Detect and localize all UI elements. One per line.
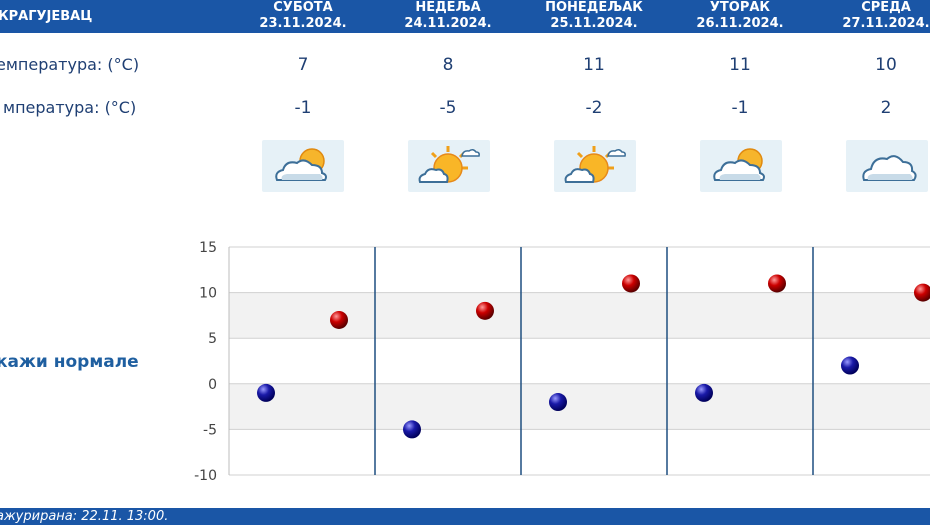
- footer-bar: ажурирана: 22.11. 13:00.: [0, 508, 930, 525]
- grid-band: [229, 383, 930, 430]
- day-name: СУБОТА: [273, 0, 333, 15]
- min-temp-point: [257, 383, 275, 402]
- max-temp-value: 7: [297, 55, 309, 75]
- grid-band: [229, 338, 930, 384]
- header-bar: КРАГУЈЕВАЦ СУБОТА 23.11.2024. НЕДЕЉА 24.…: [0, 0, 930, 33]
- day-date: 25.11.2024.: [550, 16, 638, 31]
- max-temp-label: емпература: (°C): [0, 55, 140, 74]
- day-header-1: СУБОТА 23.11.2024.: [233, 0, 373, 32]
- max-temp-point: [476, 301, 494, 320]
- min-temp-point: [841, 356, 859, 375]
- min-temp-point: [695, 383, 713, 402]
- max-temp-value: 11: [583, 55, 605, 75]
- day-date: 27.11.2024.: [842, 16, 930, 31]
- mostly-sunny-icon: [408, 140, 490, 192]
- max-temp-value: 11: [729, 55, 751, 75]
- day-header-5: СРЕДА 27.11.2024.: [816, 0, 930, 32]
- day-name: СРЕДА: [861, 0, 911, 15]
- cloudy-icon: [846, 140, 928, 192]
- day-date: 23.11.2024.: [259, 16, 347, 31]
- min-temp-value: -1: [731, 98, 749, 118]
- day-date: 24.11.2024.: [404, 16, 492, 31]
- station-name: КРАГУЈЕВАЦ: [0, 9, 93, 24]
- max-temp-point: [330, 310, 348, 329]
- partly-cloudy-icon: [262, 140, 344, 192]
- y-tick-label: -5: [203, 422, 217, 438]
- min-temp-value: -2: [585, 98, 603, 118]
- partial-icon: [0, 158, 4, 174]
- max-temp-value: 10: [875, 55, 897, 75]
- min-temp-value: -5: [439, 98, 457, 118]
- show-normals-link[interactable]: кажи нормале: [0, 352, 139, 372]
- y-tick-label: 0: [208, 377, 217, 393]
- last-updated: ажурирана: 22.11. 13:00.: [0, 509, 169, 524]
- max-temp-point: [914, 283, 930, 302]
- grid-band: [229, 429, 930, 475]
- min-temp-point: [403, 420, 421, 439]
- y-tick-label: 5: [208, 331, 217, 347]
- y-tick-label: 15: [199, 240, 217, 256]
- temperature-chart: 15 10 5 0 -5 -10: [194, 240, 930, 484]
- day-name: ПОНЕДЕЉАК: [545, 0, 643, 15]
- min-temp-point: [549, 393, 567, 412]
- min-temp-value: -1: [294, 98, 312, 118]
- day-name: УТОРАК: [709, 0, 771, 15]
- day-header-4: УТОРАК 26.11.2024.: [670, 0, 810, 32]
- day-name: НЕДЕЉА: [415, 0, 481, 15]
- max-temp-point: [768, 274, 786, 293]
- y-tick-label: -10: [194, 468, 217, 484]
- max-temp-point: [622, 274, 640, 293]
- min-temp-label: мпература: (°C): [3, 98, 137, 117]
- grid-band: [229, 247, 930, 293]
- min-temp-value: 2: [880, 98, 892, 118]
- max-temp-value: 8: [442, 55, 454, 75]
- partly-cloudy-icon: [700, 140, 782, 192]
- mostly-sunny-icon: [554, 140, 636, 192]
- day-date: 26.11.2024.: [696, 16, 784, 31]
- y-tick-label: 10: [199, 286, 217, 302]
- day-header-2: НЕДЕЉА 24.11.2024.: [378, 0, 518, 32]
- day-header-3: ПОНЕДЕЉАК 25.11.2024.: [524, 0, 664, 32]
